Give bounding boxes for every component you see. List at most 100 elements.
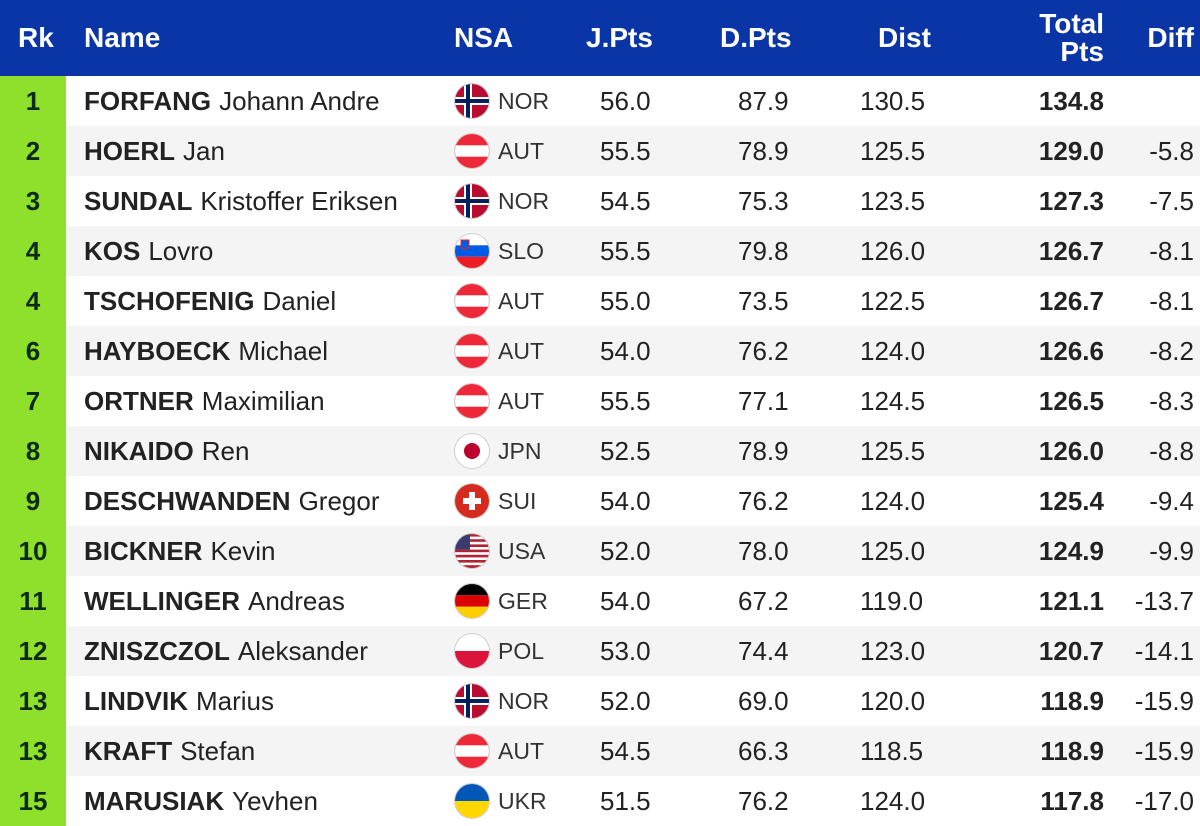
header-name[interactable]: Name [84,22,161,53]
table-body: 1 FORFANG Johann Andre NOR 56.0 87.9 130… [0,76,1200,826]
athlete-surname: BICKNER [84,535,203,566]
distance-points: 78.9 [738,435,789,466]
athlete-name[interactable]: SUNDAL Kristoffer Eriksen [84,176,398,226]
rank-cell: 6 [0,326,66,376]
total-points: 120.7 [1038,635,1104,666]
table-row[interactable]: 4 TSCHOFENIG Daniel AUT 55.0 73.5 122.5 … [0,276,1200,326]
flag-cell [455,626,489,676]
header-nsa[interactable]: NSA [454,22,514,53]
athlete-name[interactable]: FORFANG Johann Andre [84,76,380,126]
athlete-surname: FORFANG [84,85,212,116]
athlete-given-name: Andreas [248,585,345,616]
distance-points: 73.5 [738,285,789,316]
flag-cell [455,476,489,526]
distance: 118.5 [860,735,924,766]
distance-points: 74.4 [738,635,789,666]
table-row[interactable]: 11 WELLINGER Andreas GER 54.0 67.2 119.0… [0,576,1200,626]
diff-points: -8.1 [1149,285,1194,316]
athlete-given-name: Lovro [148,235,214,266]
header-diff[interactable]: Diff [1147,22,1194,53]
judge-points: 54.5 [600,185,651,216]
table-row[interactable]: 1 FORFANG Johann Andre NOR 56.0 87.9 130… [0,76,1200,126]
diff-points: -7.5 [1149,185,1194,216]
athlete-name[interactable]: DESCHWANDEN Gregor [84,476,380,526]
header-total-points[interactable]: Total Pts [1039,0,1104,76]
table-row[interactable]: 13 KRAFT Stefan AUT 54.5 66.3 118.5 118.… [0,726,1200,776]
germany-flag-icon [455,584,489,618]
athlete-name[interactable]: WELLINGER Andreas [84,576,345,626]
diff-points: -8.3 [1149,385,1194,416]
athlete-surname: LINDVIK [84,685,188,716]
rank-cell: 4 [0,226,66,276]
header-total-line2: Pts [1060,36,1104,67]
row-background [66,76,1200,126]
poland-flag-icon [455,634,489,668]
total-points: 126.7 [1038,285,1104,316]
header-judge-points[interactable]: J.Pts [586,22,653,53]
rank-cell: 9 [0,476,66,526]
header-distance-points[interactable]: D.Pts [720,22,792,53]
athlete-name[interactable]: KOS Lovro [84,226,213,276]
table-row[interactable]: 2 HOERL Jan AUT 55.5 78.9 125.5 129.0 -5… [0,126,1200,176]
judge-points: 55.5 [600,135,651,166]
athlete-name[interactable]: ORTNER Maximilian [84,376,325,426]
table-header: Rk Name NSA J.Pts D.Pts Dist Total Pts D… [0,0,1200,76]
row-background [66,426,1200,476]
japan-flag-icon [455,434,489,468]
athlete-given-name: Marius [196,685,275,716]
table-row[interactable]: 13 LINDVIK Marius NOR 52.0 69.0 120.0 11… [0,676,1200,726]
athlete-name[interactable]: KRAFT Stefan [84,726,255,776]
distance: 126.0 [860,235,926,266]
distance: 125.5 [860,135,926,166]
header-rank[interactable]: Rk [18,22,54,53]
table-row[interactable]: 9 DESCHWANDEN Gregor SUI 54.0 76.2 124.0… [0,476,1200,526]
table-row[interactable]: 3 SUNDAL Kristoffer Eriksen NOR 54.5 75.… [0,176,1200,226]
athlete-name[interactable]: HAYBOECK Michael [84,326,328,376]
diff-points: -9.9 [1149,535,1194,566]
nsa-code: USA [498,537,546,564]
poland-flag-icon [455,634,489,668]
judge-points: 54.0 [600,485,651,516]
rank-cell: 1 [0,76,66,126]
distance-points: 76.2 [738,785,789,816]
diff-points: -8.2 [1149,335,1194,366]
ukraine-flag-icon [455,784,489,818]
row-background [66,526,1200,576]
athlete-surname: KRAFT [84,735,173,766]
total-points: 118.9 [1040,685,1104,716]
flag-cell [455,676,489,726]
distance: 125.0 [860,535,926,566]
athlete-name[interactable]: LINDVIK Marius [84,676,274,726]
total-points: 126.7 [1038,235,1104,266]
row-background [66,476,1200,526]
header-distance[interactable]: Dist [878,22,931,53]
flag-cell [455,726,489,776]
flag-cell [455,276,489,326]
athlete-name[interactable]: BICKNER Kevin [84,526,276,576]
nsa-code: AUT [498,387,544,414]
table-row[interactable]: 12 ZNISZCZOL Aleksander POL 53.0 74.4 12… [0,626,1200,676]
nsa-code: GER [498,587,548,614]
total-points: 124.9 [1038,535,1104,566]
flag-cell [455,76,489,126]
table-row[interactable]: 15 MARUSIAK Yevhen UKR 51.5 76.2 124.0 1… [0,776,1200,826]
norway-flag-icon [455,684,489,718]
athlete-surname: HOERL [84,135,175,166]
diff-points: -17.0 [1134,785,1194,816]
athlete-name[interactable]: ZNISZCZOL Aleksander [84,626,368,676]
diff-points: -9.4 [1149,485,1194,516]
athlete-name[interactable]: NIKAIDO Ren [84,426,249,476]
athlete-name[interactable]: TSCHOFENIG Daniel [84,276,336,326]
austria-flag-icon [455,134,489,168]
athlete-name[interactable]: MARUSIAK Yevhen [84,776,318,826]
table-row[interactable]: 10 BICKNER Kevin USA 52.0 78.0 125.0 124… [0,526,1200,576]
athlete-name[interactable]: HOERL Jan [84,126,225,176]
header-total-line1: Total [1039,8,1104,39]
table-row[interactable]: 6 HAYBOECK Michael AUT 54.0 76.2 124.0 1… [0,326,1200,376]
switzerland-flag-icon [455,484,489,518]
diff-points: -14.1 [1134,635,1194,666]
flag-cell [455,426,489,476]
table-row[interactable]: 4 KOS Lovro SLO 55.5 79.8 126.0 126.7 -8… [0,226,1200,276]
table-row[interactable]: 7 ORTNER Maximilian AUT 55.5 77.1 124.5 … [0,376,1200,426]
table-row[interactable]: 8 NIKAIDO Ren JPN 52.5 78.9 125.5 126.0 … [0,426,1200,476]
